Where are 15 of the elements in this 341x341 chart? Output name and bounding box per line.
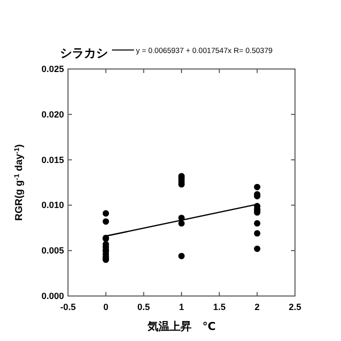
x-tick-label: 0.5: [137, 302, 150, 312]
x-tick-label: 1.5: [213, 302, 226, 312]
y-tick-label: 0.010: [41, 200, 64, 210]
chart-title: シラカシ: [60, 46, 108, 60]
y-tick-label: 0.025: [41, 64, 64, 74]
y-tick-label: 0.020: [41, 109, 64, 120]
x-tick-label: 2.5: [288, 302, 302, 312]
y-tick-label: 0.015: [41, 154, 64, 165]
x-tick-label: -0.5: [60, 302, 76, 312]
y-tick-label: 0.005: [41, 246, 64, 256]
x-tick-label: 2: [254, 302, 260, 312]
x-tick-label: 1: [178, 302, 184, 312]
x-axis-title: 気温上昇 ℃: [146, 320, 216, 333]
x-tick-label: 0: [103, 302, 108, 312]
y-tick-label: 0.000: [41, 291, 64, 301]
